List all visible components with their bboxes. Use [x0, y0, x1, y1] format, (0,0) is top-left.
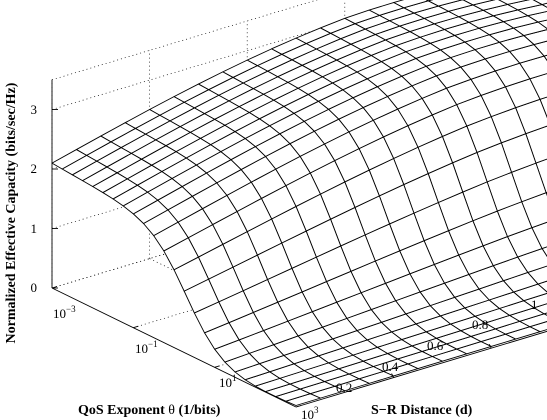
- y-tick-label: 10−3: [53, 304, 76, 321]
- z-tick-label: 3: [31, 102, 38, 117]
- y-tick-label: 10−1: [135, 339, 158, 356]
- x-tick-mark: [391, 373, 395, 378]
- z-tick-label: 1: [31, 221, 38, 236]
- z-tick-label: 2: [31, 161, 38, 176]
- z-ticks: 0 1 2 3: [31, 102, 38, 295]
- x-axis-title: S−R Distance (d): [371, 403, 473, 418]
- x-tick-label: 0.4: [382, 359, 399, 374]
- axes: [51, 79, 547, 408]
- y-ticks: 10−3 10−1 101 103: [53, 304, 319, 420]
- y-tick-mark: [295, 405, 302, 408]
- x-tick-mark: [488, 343, 492, 349]
- z-tick-label: 0: [31, 280, 38, 295]
- y-tick-mark: [214, 365, 220, 368]
- y-tick-label: 103: [301, 405, 319, 420]
- theta-symbol: θ: [168, 403, 175, 418]
- x-tick-label: 0.2: [336, 380, 352, 395]
- y-axis-title-unit: (1/bits): [175, 403, 221, 418]
- surface-facet: [51, 149, 88, 170]
- surface-mesh: [51, 0, 547, 406]
- x-axis-line: [295, 330, 547, 408]
- box-edge: [51, 0, 318, 81]
- y-axis-title-main: QoS Exponent: [78, 403, 168, 418]
- x-tick-label: 0.8: [472, 317, 488, 332]
- x-tick-label: 1: [531, 297, 538, 312]
- x-tick-label: 0.6: [427, 338, 444, 353]
- z-grid-line: [51, 0, 417, 110]
- z-axis-title: Normalized Effective Capacity (bits/sec/…: [4, 82, 19, 343]
- y-tick-mark: [133, 325, 139, 329]
- y-tick-label: 101: [219, 373, 237, 390]
- y-axis-line: [51, 287, 297, 408]
- y-axis-title: QoS Exponent θ (1/bits): [78, 403, 221, 418]
- y-tick-mark: [51, 286, 58, 289]
- x-ticks: 0.2 0.4 0.6 0.8 1: [336, 297, 538, 395]
